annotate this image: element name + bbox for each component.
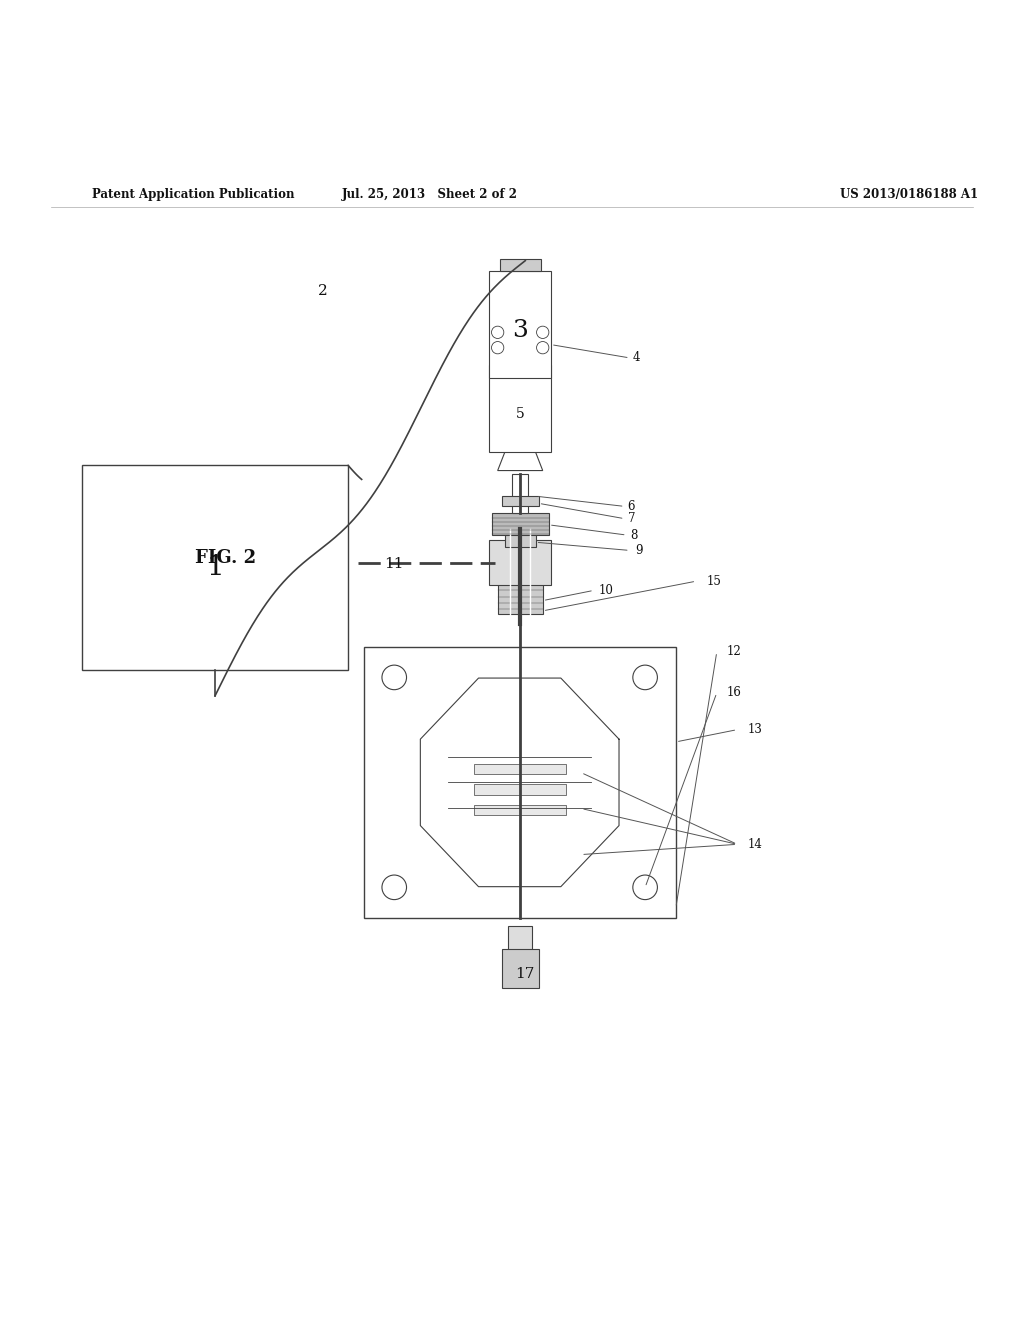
Text: 13: 13	[748, 723, 763, 737]
Text: 16: 16	[727, 686, 742, 700]
Bar	[473, 764, 565, 774]
Text: 8: 8	[630, 528, 637, 541]
Text: 12: 12	[727, 645, 741, 659]
Bar	[508, 927, 532, 952]
Text: 4: 4	[633, 351, 640, 364]
Text: 14: 14	[748, 838, 763, 851]
Text: 11: 11	[384, 557, 404, 570]
Bar	[502, 949, 539, 987]
Bar	[502, 496, 539, 507]
Text: 7: 7	[628, 512, 635, 525]
Text: 2: 2	[317, 284, 328, 298]
Bar	[498, 581, 543, 614]
Text: 15: 15	[707, 574, 722, 587]
Text: US 2013/0186188 A1: US 2013/0186188 A1	[840, 187, 978, 201]
Bar	[473, 784, 565, 795]
Text: 5: 5	[516, 408, 524, 421]
Bar	[489, 540, 551, 585]
Text: 1: 1	[206, 554, 224, 581]
Bar	[473, 805, 565, 816]
Bar	[489, 271, 551, 379]
Bar	[512, 474, 528, 512]
Bar	[82, 466, 348, 671]
Polygon shape	[498, 453, 543, 470]
Text: 3: 3	[512, 318, 528, 342]
Bar	[364, 647, 676, 917]
Text: 9: 9	[635, 544, 642, 557]
Bar	[505, 529, 536, 548]
Bar	[489, 366, 551, 453]
Bar	[500, 259, 541, 271]
Text: Jul. 25, 2013   Sheet 2 of 2: Jul. 25, 2013 Sheet 2 of 2	[342, 187, 518, 201]
Text: 17: 17	[516, 968, 535, 981]
Bar	[492, 512, 549, 535]
Text: 10: 10	[599, 583, 614, 597]
Text: Patent Application Publication: Patent Application Publication	[92, 187, 295, 201]
Text: 6: 6	[628, 500, 635, 513]
Text: FIG. 2: FIG. 2	[195, 549, 256, 566]
